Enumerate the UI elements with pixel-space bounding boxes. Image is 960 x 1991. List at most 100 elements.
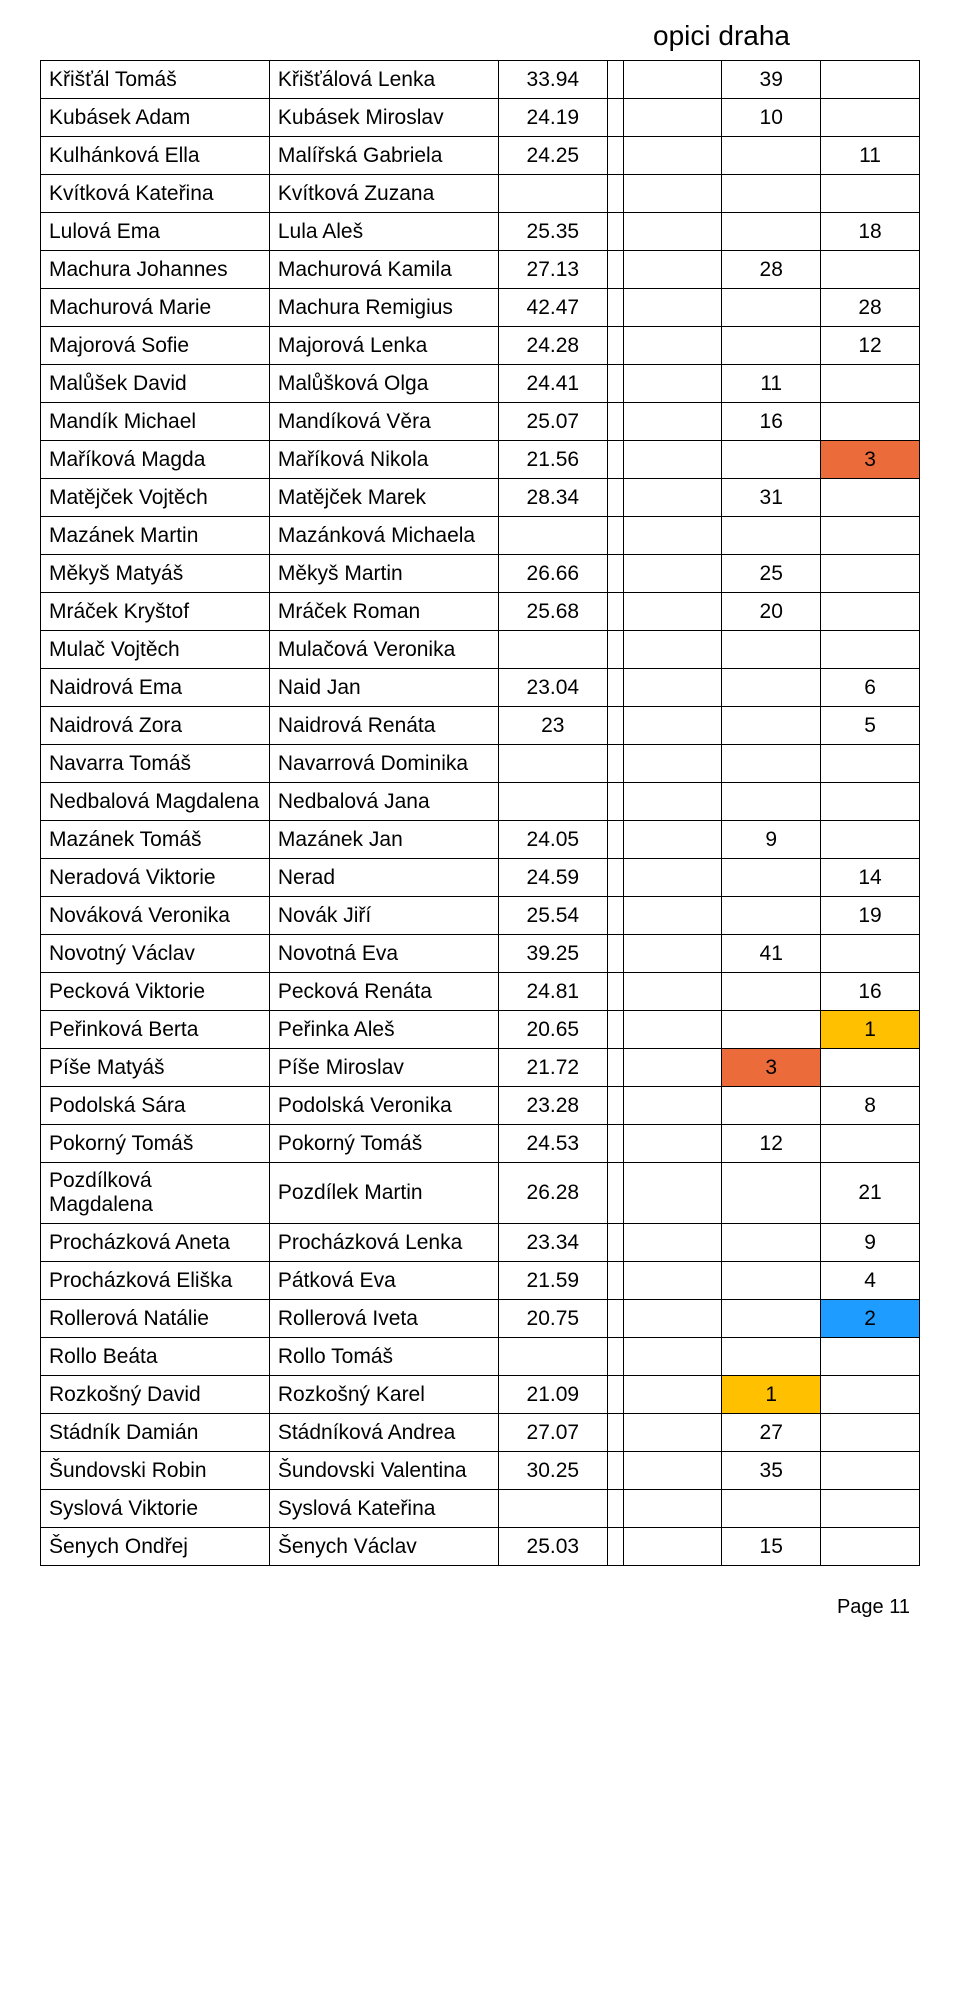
- name-1-cell: Pozdílková Magdalena: [41, 1163, 270, 1224]
- col-a-cell: [623, 99, 722, 137]
- col-a-cell: [623, 1011, 722, 1049]
- separator-cell: [607, 1414, 623, 1452]
- col-c-cell: [821, 783, 920, 821]
- name-1-cell: Maříková Magda: [41, 441, 270, 479]
- col-a-cell: [623, 1049, 722, 1087]
- name-1-cell: Machura Johannes: [41, 251, 270, 289]
- col-b-cell: [722, 327, 821, 365]
- separator-cell: [607, 745, 623, 783]
- col-c-cell: [821, 1528, 920, 1566]
- col-a-cell: [623, 897, 722, 935]
- name-2-cell: Šundovski Valentina: [269, 1452, 498, 1490]
- table-row: Matějček VojtěchMatějček Marek28.3431: [41, 479, 920, 517]
- col-a-cell: [623, 251, 722, 289]
- separator-cell: [607, 479, 623, 517]
- name-1-cell: Nováková Veronika: [41, 897, 270, 935]
- table-row: Machura JohannesMachurová Kamila27.1328: [41, 251, 920, 289]
- table-row: Syslová ViktorieSyslová Kateřina: [41, 1490, 920, 1528]
- col-c-cell: 4: [821, 1262, 920, 1300]
- col-c-cell: [821, 1376, 920, 1414]
- name-1-cell: Majorová Sofie: [41, 327, 270, 365]
- name-2-cell: Podolská Veronika: [269, 1087, 498, 1125]
- value-cell: 26.66: [498, 555, 607, 593]
- col-b-cell: 35: [722, 1452, 821, 1490]
- col-c-cell: [821, 1125, 920, 1163]
- col-b-cell: [722, 289, 821, 327]
- col-a-cell: [623, 669, 722, 707]
- name-2-cell: Mandíková Věra: [269, 403, 498, 441]
- separator-cell: [607, 251, 623, 289]
- separator-cell: [607, 365, 623, 403]
- col-c-cell: [821, 821, 920, 859]
- col-c-cell: [821, 1452, 920, 1490]
- name-2-cell: Šenych Václav: [269, 1528, 498, 1566]
- col-c-cell: 3: [821, 441, 920, 479]
- value-cell: 28.34: [498, 479, 607, 517]
- col-b-cell: 3: [722, 1049, 821, 1087]
- separator-cell: [607, 327, 623, 365]
- value-cell: 21.56: [498, 441, 607, 479]
- col-b-cell: 27: [722, 1414, 821, 1452]
- col-a-cell: [623, 859, 722, 897]
- name-1-cell: Procházková Aneta: [41, 1224, 270, 1262]
- separator-cell: [607, 631, 623, 669]
- name-2-cell: Malířská Gabriela: [269, 137, 498, 175]
- col-b-cell: 9: [722, 821, 821, 859]
- value-cell: 23: [498, 707, 607, 745]
- name-1-cell: Mazánek Martin: [41, 517, 270, 555]
- col-b-cell: 25: [722, 555, 821, 593]
- col-b-cell: [722, 1163, 821, 1224]
- name-1-cell: Procházková Eliška: [41, 1262, 270, 1300]
- name-2-cell: Procházková Lenka: [269, 1224, 498, 1262]
- name-1-cell: Mráček Kryštof: [41, 593, 270, 631]
- col-c-cell: [821, 1414, 920, 1452]
- table-row: Peřinková BertaPeřinka Aleš20.651: [41, 1011, 920, 1049]
- table-row: Měkyš MatyášMěkyš Martin26.6625: [41, 555, 920, 593]
- table-row: Nedbalová MagdalenaNedbalová Jana: [41, 783, 920, 821]
- col-c-cell: 5: [821, 707, 920, 745]
- table-row: Kubásek AdamKubásek Miroslav24.1910: [41, 99, 920, 137]
- separator-cell: [607, 1338, 623, 1376]
- col-a-cell: [623, 289, 722, 327]
- separator-cell: [607, 1125, 623, 1163]
- col-c-cell: 6: [821, 669, 920, 707]
- col-a-cell: [623, 479, 722, 517]
- name-1-cell: Matějček Vojtěch: [41, 479, 270, 517]
- col-c-cell: 19: [821, 897, 920, 935]
- col-a-cell: [623, 1087, 722, 1125]
- col-b-cell: [722, 1262, 821, 1300]
- separator-cell: [607, 1452, 623, 1490]
- separator-cell: [607, 555, 623, 593]
- col-a-cell: [623, 1125, 722, 1163]
- table-row: Maříková MagdaMaříková Nikola21.563: [41, 441, 920, 479]
- col-c-cell: [821, 61, 920, 99]
- col-b-cell: 11: [722, 365, 821, 403]
- table-row: Neradová ViktorieNerad24.5914: [41, 859, 920, 897]
- col-a-cell: [623, 1338, 722, 1376]
- name-1-cell: Rozkošný David: [41, 1376, 270, 1414]
- col-c-cell: [821, 745, 920, 783]
- value-cell: 21.59: [498, 1262, 607, 1300]
- name-2-cell: Pozdílek Martin: [269, 1163, 498, 1224]
- value-cell: 24.41: [498, 365, 607, 403]
- table-row: Majorová SofieMajorová Lenka24.2812: [41, 327, 920, 365]
- table-row: Novotný VáclavNovotná Eva39.2541: [41, 935, 920, 973]
- value-cell: 25.54: [498, 897, 607, 935]
- name-1-cell: Syslová Viktorie: [41, 1490, 270, 1528]
- col-c-cell: [821, 593, 920, 631]
- name-1-cell: Neradová Viktorie: [41, 859, 270, 897]
- value-cell: [498, 783, 607, 821]
- separator-cell: [607, 821, 623, 859]
- page-title: opici draha: [40, 20, 920, 52]
- col-c-cell: [821, 517, 920, 555]
- name-1-cell: Novotný Václav: [41, 935, 270, 973]
- name-2-cell: Naid Jan: [269, 669, 498, 707]
- table-row: Kvítková KateřinaKvítková Zuzana: [41, 175, 920, 213]
- col-b-cell: [722, 1087, 821, 1125]
- col-b-cell: [722, 1490, 821, 1528]
- col-a-cell: [623, 365, 722, 403]
- table-row: Rollo BeátaRollo Tomáš: [41, 1338, 920, 1376]
- name-2-cell: Rollo Tomáš: [269, 1338, 498, 1376]
- table-row: Pokorný TomášPokorný Tomáš24.5312: [41, 1125, 920, 1163]
- value-cell: 25.07: [498, 403, 607, 441]
